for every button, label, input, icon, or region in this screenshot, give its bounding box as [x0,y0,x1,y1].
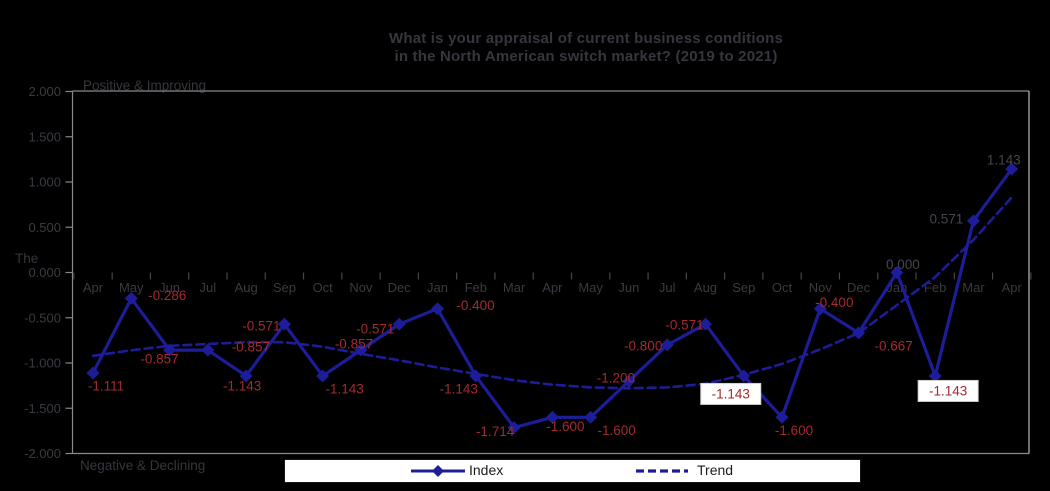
data-label: -1.714 [476,424,515,439]
x-month-label: Feb [465,280,487,295]
index-marker [124,291,138,305]
x-month-label: May [578,280,603,295]
index-marker [316,369,330,383]
trend-line [91,196,1013,390]
chart-title: What is your appraisal of current busine… [286,30,886,66]
index-marker [698,317,712,331]
data-label: -1.600 [597,423,635,438]
data-label: -0.667 [874,338,912,353]
index-marker [354,343,368,357]
index-marker [431,302,445,316]
y-tick-label: 1.500 [28,129,61,144]
data-label: -0.571 [242,319,280,334]
index-marker [660,338,674,352]
y-tick-label: -1.000 [24,356,61,371]
legend-samples [411,465,688,477]
data-label: -0.857 [232,340,270,355]
x-month-label: Oct [313,280,334,295]
x-month-label: Apr [1002,280,1023,295]
data-label: -0.400 [456,298,494,313]
y-tick-label: -0.500 [24,310,61,325]
index-marker [584,410,598,424]
x-month-label: Nov [809,280,833,295]
x-month-label: Jan [427,280,448,295]
data-label: -0.571 [665,318,703,333]
quadrant-label-negative: Negative & Declining [80,458,206,473]
x-month-label: Oct [772,280,793,295]
legend-index-marker [432,465,444,477]
x-month-label: Dec [847,280,871,295]
y-tick-label: 2.000 [28,84,61,99]
y-tick-label: 1.000 [28,175,61,190]
index-marker [86,366,100,380]
index-marker [1005,162,1019,176]
y-tick-label: -2.000 [24,446,61,461]
data-label: -1.143 [326,381,364,396]
quadrant-label-positive: Positive & Improving [83,78,207,93]
data-label: -0.400 [815,295,853,310]
index-marker [201,343,215,357]
index-marker [737,369,751,383]
x-month-label: Jun [159,280,180,295]
index-marker [277,317,291,331]
legend-index-label: Index [469,462,504,478]
data-label: 0.571 [930,211,964,226]
x-month-label: Mar [503,280,526,295]
x-month-label: Jul [659,280,676,295]
x-month-label: Aug [694,280,717,295]
x-month-label: Feb [924,280,946,295]
index-marker [775,410,789,424]
x-month-label: Apr [83,280,104,295]
index-marker [469,369,483,383]
data-label: -1.200 [597,371,635,386]
legend-trend-label: Trend [697,462,734,478]
x-month-label: Nov [349,280,373,295]
x-month-label: Jul [200,280,217,295]
x-month-label: Apr [542,280,563,295]
data-label: -0.800 [624,338,662,353]
x-month-label: Mar [962,280,985,295]
data-label: -0.857 [140,352,178,367]
x-month-label: Dec [388,280,412,295]
x-month-label: Sep [732,280,755,295]
data-label: -1.143 [223,378,261,393]
y-tick-label: 0.000 [28,265,61,280]
index-marker [622,374,636,388]
x-month-label: May [119,280,144,295]
index-marker [852,326,866,340]
data-label: -0.286 [148,288,186,303]
data-label: 0.000 [886,257,920,272]
data-label-box [700,382,762,405]
x-month-label: Aug [235,280,258,295]
index-marker [966,214,980,228]
x-month-label: Sep [273,280,296,295]
data-label: -0.857 [335,337,373,352]
index-marker [163,343,177,357]
legend: Index Trend [284,459,861,483]
data-label: -1.111 [88,379,124,394]
data-label-box [917,379,979,402]
data-label: -0.571 [356,322,394,337]
data-label: -1.143 [440,381,478,396]
index-marker [890,266,904,279]
data-label: -1.143 [929,383,967,398]
index-marker [239,369,253,383]
index-marker [928,369,942,383]
data-label: -1.600 [775,423,813,438]
index-marker [392,317,406,331]
y-tick-label: 0.500 [28,220,61,235]
chart-title-line1: What is your appraisal of current busine… [388,30,783,47]
data-label: 1.143 [987,153,1021,168]
index-marker [545,410,559,424]
y-axis-title: The [15,251,39,266]
chart-title-line2: in the North American switch market? (20… [394,48,778,65]
x-month-label: Jun [618,280,639,295]
data-label: -1.143 [712,386,750,401]
index-marker [507,421,521,435]
index-marker [813,302,827,316]
data-label: -1.600 [546,419,584,434]
y-tick-label: -1.500 [24,401,61,416]
